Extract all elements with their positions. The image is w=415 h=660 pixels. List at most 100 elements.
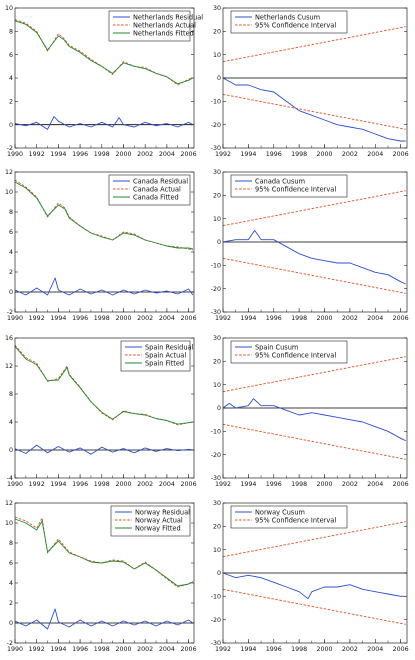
y-tick-label: 16 bbox=[5, 335, 13, 342]
x-tick-label: 1992 bbox=[29, 481, 45, 488]
x-tick-label: 2002 bbox=[342, 481, 358, 488]
y-tick-label: -30 bbox=[211, 475, 221, 482]
plot-frame bbox=[222, 337, 408, 479]
series-line-3 bbox=[14, 346, 193, 425]
y-tick-label: 0 bbox=[9, 289, 13, 296]
x-tick-label: 2000 bbox=[317, 151, 333, 158]
x-tick-label: 1992 bbox=[29, 315, 45, 322]
series-line-1 bbox=[14, 444, 193, 455]
y-tick-label: 10 bbox=[213, 547, 221, 554]
y-tick-label: 8 bbox=[9, 29, 13, 36]
legend-label: Netherlands Actual bbox=[133, 21, 196, 29]
y-tick-label: 20 bbox=[213, 29, 221, 36]
legend-box bbox=[230, 10, 348, 34]
y-tick-label: 4 bbox=[9, 75, 13, 82]
series-line-3 bbox=[14, 20, 194, 85]
chart-panel-8: -30 -20 -10 0 10 20 30 1992 1994 1996 1998 2000 2002… bbox=[211, 500, 409, 653]
x-tick-label: 1998 bbox=[291, 315, 307, 322]
legend-label: Canada Cusum bbox=[255, 177, 305, 185]
x-tick-label: 2000 bbox=[317, 481, 333, 488]
chart-panel-3: -2 0 2 4 6 8 10 12 1990 1992 1994 1996 1998 2000 2002 2… bbox=[5, 169, 197, 322]
series-line-2 bbox=[14, 19, 194, 86]
x-tick-label: 2004 bbox=[159, 481, 175, 488]
y-tick-label: -10 bbox=[211, 263, 221, 270]
legend-label: Canada Residual bbox=[133, 177, 188, 185]
x-tick-label: 2000 bbox=[317, 315, 333, 322]
legend-box bbox=[120, 340, 191, 372]
x-tick-label: 1996 bbox=[266, 151, 282, 158]
x-tick-label: 2002 bbox=[137, 315, 153, 322]
x-tick-label: 2002 bbox=[137, 646, 153, 653]
x-tick-label: 2006 bbox=[393, 481, 409, 488]
y-tick-label: -4 bbox=[7, 475, 13, 482]
legend-box bbox=[230, 340, 348, 364]
y-tick-label: 10 bbox=[5, 520, 13, 527]
y-tick-label: 30 bbox=[213, 169, 221, 176]
y-tick-label: 12 bbox=[5, 363, 13, 370]
x-tick-label: 1994 bbox=[50, 646, 66, 653]
legend-box bbox=[110, 505, 191, 537]
x-tick-label: 1998 bbox=[291, 646, 307, 653]
x-tick-label: 1990 bbox=[7, 315, 23, 322]
x-tick-label: 2004 bbox=[159, 151, 175, 158]
x-tick-label: 1996 bbox=[72, 151, 88, 158]
series-line-1 bbox=[14, 116, 194, 130]
series-line-3 bbox=[222, 257, 406, 294]
x-tick-label: 2002 bbox=[342, 151, 358, 158]
y-tick-label: 0 bbox=[9, 447, 13, 454]
x-tick-label: 2006 bbox=[393, 315, 409, 322]
series-line-1 bbox=[222, 398, 406, 442]
legend-label: Netherlands Fitted bbox=[133, 29, 194, 37]
series-line-1 bbox=[222, 572, 406, 600]
x-tick-label: 1996 bbox=[72, 315, 88, 322]
y-tick-label: 0 bbox=[9, 122, 13, 129]
plot-frame bbox=[222, 7, 408, 149]
legend-label: Netherlands Residual bbox=[133, 13, 203, 21]
legend-box bbox=[230, 505, 348, 529]
series-line-3 bbox=[14, 518, 194, 587]
x-tick-label: 2006 bbox=[181, 481, 197, 488]
series-line-2 bbox=[222, 26, 406, 63]
plot-frame bbox=[14, 171, 195, 313]
x-tick-label: 1992 bbox=[29, 646, 45, 653]
x-tick-label: 2002 bbox=[342, 315, 358, 322]
chart-panel-7: -2 0 2 4 6 8 10 12 1990 1992 1994 1996 1998 2000 2002 2… bbox=[5, 500, 197, 653]
legend-label: Spain Fitted bbox=[145, 359, 184, 367]
x-tick-label: 1990 bbox=[7, 481, 23, 488]
y-tick-label: -2 bbox=[7, 145, 13, 152]
x-tick-label: 1998 bbox=[291, 151, 307, 158]
x-tick-label: 2000 bbox=[115, 151, 131, 158]
x-tick-label: 1992 bbox=[215, 151, 231, 158]
legend-label: 95% Confidence Interval bbox=[255, 21, 336, 29]
y-tick-label: 6 bbox=[9, 229, 13, 236]
series-line-1 bbox=[14, 608, 194, 630]
x-tick-label: 1992 bbox=[215, 481, 231, 488]
series-line-2 bbox=[14, 179, 194, 251]
series-line-3 bbox=[222, 588, 406, 625]
x-tick-label: 1994 bbox=[50, 151, 66, 158]
y-tick-label: 4 bbox=[9, 419, 13, 426]
x-tick-label: 2004 bbox=[367, 646, 383, 653]
series-line-1 bbox=[222, 229, 406, 285]
x-tick-label: 1996 bbox=[266, 646, 282, 653]
y-tick-label: -20 bbox=[211, 452, 221, 459]
x-tick-label: 2004 bbox=[159, 315, 175, 322]
y-tick-label: 20 bbox=[213, 359, 221, 366]
chart-panel-4: -30 -20 -10 0 10 20 30 1992 1994 1996 1998 2000 2002… bbox=[211, 169, 409, 322]
y-tick-label: 2 bbox=[9, 600, 13, 607]
legend-label: Norway Cusum bbox=[255, 508, 305, 516]
legend-label: Norway Residual bbox=[135, 508, 190, 516]
y-tick-label: 8 bbox=[9, 540, 13, 547]
chart-panel-6: -30 -20 -10 0 10 20 30 1992 1994 1996 1998 2000 2002… bbox=[211, 335, 409, 488]
x-tick-label: 2000 bbox=[115, 646, 131, 653]
y-tick-label: -10 bbox=[211, 594, 221, 601]
y-tick-label: -2 bbox=[7, 640, 13, 647]
x-tick-label: 2004 bbox=[367, 315, 383, 322]
series-line-3 bbox=[222, 93, 406, 130]
